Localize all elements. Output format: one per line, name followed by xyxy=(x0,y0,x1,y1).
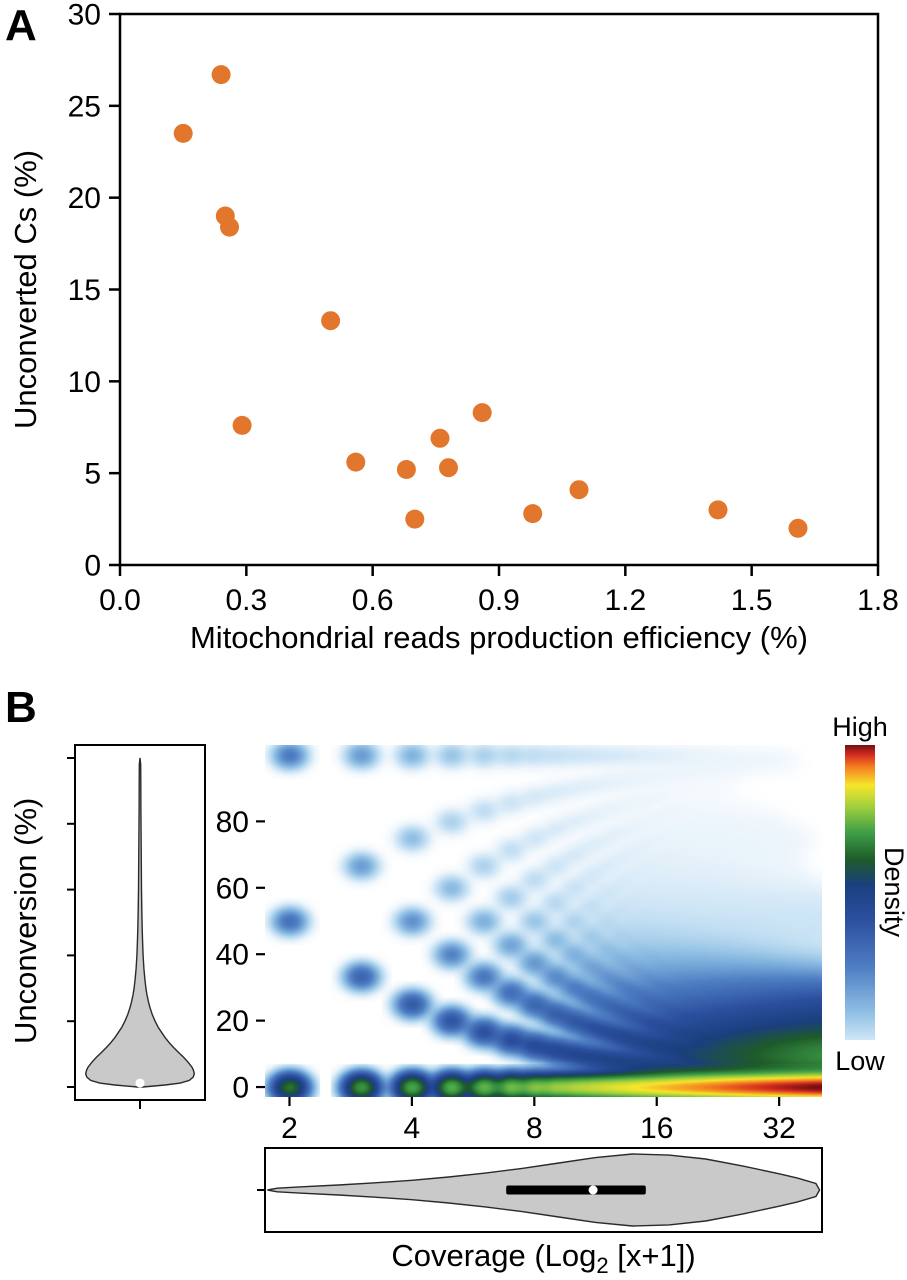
y-tick-label: 25 xyxy=(68,90,101,123)
y-tick-label: 20 xyxy=(216,1005,249,1038)
panel-b-density-plot: 2 4 8 16 32 0 20 40 60 80 xyxy=(67,744,823,1233)
x-tick-label: 0.6 xyxy=(352,584,394,617)
density-heatmap xyxy=(265,745,822,1097)
x-tick-label: 1.2 xyxy=(604,584,646,617)
y-tick-label: 30 xyxy=(68,0,101,32)
panel-a-frame xyxy=(118,12,880,567)
x-tick-label: 2 xyxy=(281,1112,298,1145)
coverage-boxplot-bar xyxy=(506,1185,646,1195)
scatter-point xyxy=(430,428,450,448)
scatter-point xyxy=(439,458,458,478)
density-colorbar xyxy=(845,745,875,1040)
y-tick-label: 60 xyxy=(216,872,249,905)
scatter-point xyxy=(788,518,808,538)
x-axis-title-subscript: 2 xyxy=(596,1253,609,1279)
y-tick-label: 40 xyxy=(216,939,249,972)
panel-a-scatter-plot: 0.0 0.3 0.6 0.9 1.2 1.5 1.8 0 5 10 15 20 25 30 xyxy=(68,0,899,617)
scatter-point xyxy=(346,452,366,472)
x-axis-title-pre: Coverage (Log xyxy=(391,1238,597,1273)
x-tick-label: 32 xyxy=(762,1112,795,1145)
y-tick-label: 0 xyxy=(84,550,101,583)
panel-a-x-axis-title: Mitochondrial reads production efficienc… xyxy=(189,620,808,655)
scatter-point xyxy=(708,500,728,520)
scatter-point xyxy=(523,504,543,524)
x-tick-label: 4 xyxy=(404,1112,421,1145)
scatter-point xyxy=(569,480,589,500)
y-tick-label: 15 xyxy=(68,274,101,307)
y-tick-label: 10 xyxy=(68,366,101,399)
y-tick-label: 20 xyxy=(68,182,101,215)
coverage-median-dot xyxy=(588,1185,598,1195)
unconversion-violin xyxy=(84,757,196,1088)
x-axis-title-post: [x+1]) xyxy=(608,1238,696,1273)
panel-b-x-axis-title: Coverage (Log2 [x+1]) xyxy=(265,1238,822,1279)
x-tick-label: 16 xyxy=(640,1112,673,1145)
y-tick-label: 0 xyxy=(232,1072,249,1105)
scatter-point xyxy=(211,65,231,85)
scatter-point xyxy=(321,311,341,331)
scatter-point xyxy=(396,460,416,479)
colorbar-high-label: High xyxy=(832,712,888,742)
x-tick-label: 8 xyxy=(526,1112,543,1145)
scatter-point xyxy=(405,509,425,529)
panel-b-label: B xyxy=(5,683,37,732)
scatter-point xyxy=(472,403,492,423)
colorbar-low-label: Low xyxy=(835,1046,885,1076)
x-tick-label: 0.3 xyxy=(225,584,267,617)
y-tick-label: 80 xyxy=(216,806,249,839)
y-tick-label: 5 xyxy=(84,458,101,491)
scatter-point xyxy=(173,123,193,143)
x-tick-label: 1.8 xyxy=(857,584,899,617)
scatter-point xyxy=(220,217,239,237)
panel-a-label: A xyxy=(5,1,37,50)
x-tick-label: 0.0 xyxy=(99,584,141,617)
unconversion-median-dot xyxy=(135,1078,145,1088)
x-tick-label: 1.5 xyxy=(731,584,773,617)
colorbar-title: Density xyxy=(879,847,907,938)
scatter-point xyxy=(232,415,252,435)
x-tick-label: 0.9 xyxy=(478,584,520,617)
